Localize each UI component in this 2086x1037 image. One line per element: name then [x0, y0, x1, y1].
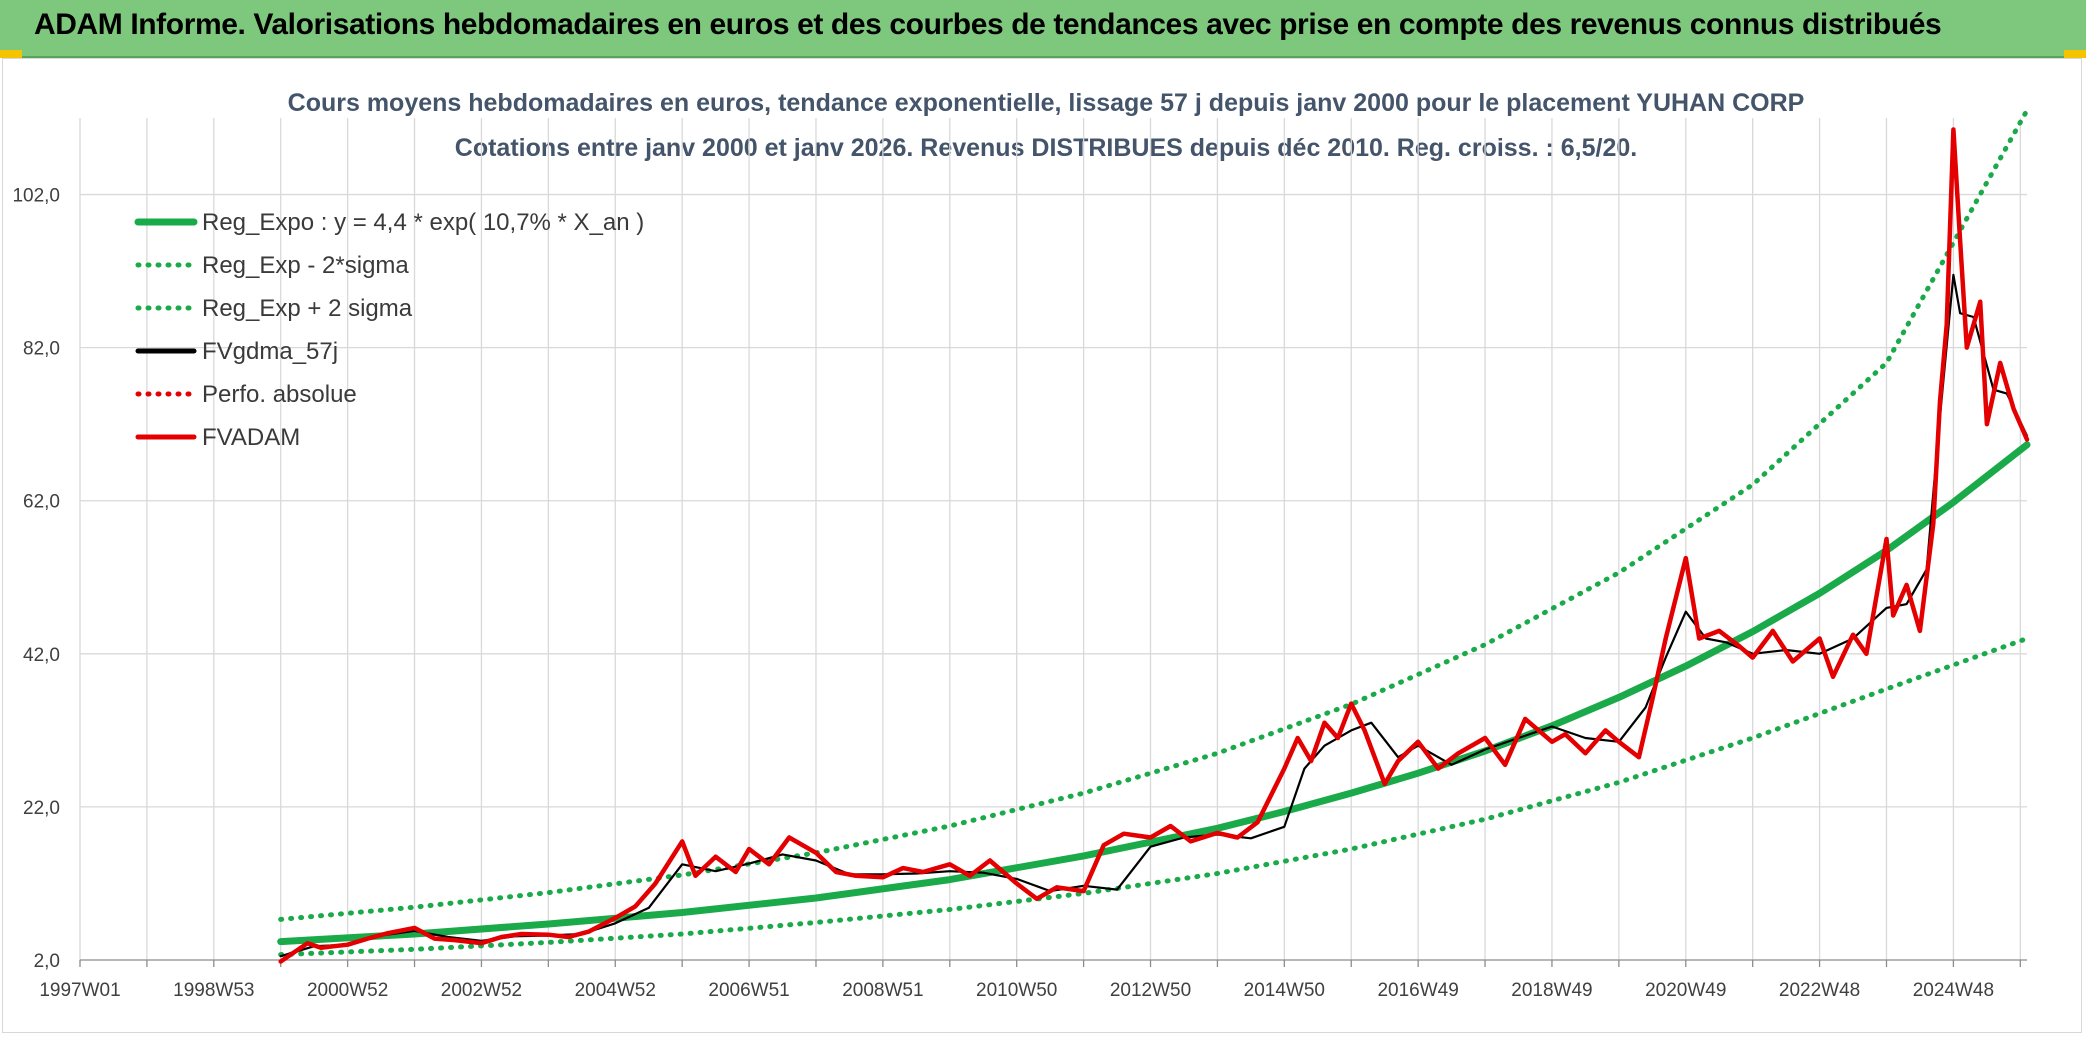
x-tick-label: 1997W01: [39, 980, 120, 1001]
series-line-0: [277, 441, 2031, 946]
x-tick-label: 2012W50: [1110, 980, 1191, 1001]
y-tick-label: 42,0: [23, 645, 60, 666]
chart-title: Cours moyens hebdomadaires en euros, ten…: [288, 89, 1805, 117]
legend-label: Perfo. absolue: [202, 381, 357, 408]
report-banner: ADAM Informe. Valorisations hebdomadaire…: [0, 0, 2086, 58]
x-tick-label: 2022W48: [1779, 980, 1860, 1001]
legend-label: Reg_Expo : y = 4,4 * exp( 10,7% * X_an ): [202, 209, 644, 236]
axis-labels: 2,0 22,0 42,0 62,0 82,0 102,0 1997W01 1998W53 20…: [12, 186, 2021, 1001]
x-tick-label: 2014W50: [1244, 980, 1325, 1001]
x-tick-label: 2020W49: [1645, 980, 1726, 1001]
series-line-2: [278, 107, 2030, 922]
legend-label: FVgdma_57j: [202, 338, 338, 365]
legend-label: FVADAM: [202, 424, 300, 451]
x-tick-label: 2018W49: [1511, 980, 1592, 1001]
series-line-5: [278, 127, 2030, 964]
x-tick-label: 2010W50: [976, 980, 1057, 1001]
legend-label: Reg_Exp + 2 sigma: [202, 295, 413, 322]
y-tick-label: 22,0: [23, 798, 60, 819]
y-tick-label: 2,0: [34, 951, 60, 972]
legend-label: Reg_Exp - 2*sigma: [202, 252, 409, 279]
chart-legend: Reg_Expo : y = 4,4 * exp( 10,7% * X_an )…: [134, 209, 644, 451]
x-tick-label: 2006W51: [708, 980, 789, 1001]
chart-subtitle: Cotations entre janv 2000 et janv 2026. …: [455, 134, 1637, 162]
x-tick-label: 2002W52: [441, 980, 522, 1001]
x-tick-label: 2016W49: [1377, 980, 1458, 1001]
x-tick-label: 2004W52: [575, 980, 656, 1001]
x-tick-label: 2008W51: [842, 980, 923, 1001]
report-title: ADAM Informe. Valorisations hebdomadaire…: [34, 8, 1942, 41]
x-tick-label: 1998W53: [173, 980, 254, 1001]
series-line-3: [279, 273, 2029, 958]
data-series: [277, 107, 2031, 964]
series-line-1: [278, 636, 2030, 958]
grid-lines: [79, 118, 2027, 961]
x-tick-label: 2000W52: [307, 980, 388, 1001]
corner-marker-right: [2064, 50, 2086, 58]
chart-border: [2, 58, 2082, 1033]
y-tick-label: 62,0: [23, 492, 60, 513]
corner-marker-left: [0, 50, 22, 58]
y-tick-label: 102,0: [12, 186, 60, 207]
x-tick-label: 2024W48: [1913, 980, 1994, 1001]
y-tick-label: 82,0: [23, 339, 60, 360]
